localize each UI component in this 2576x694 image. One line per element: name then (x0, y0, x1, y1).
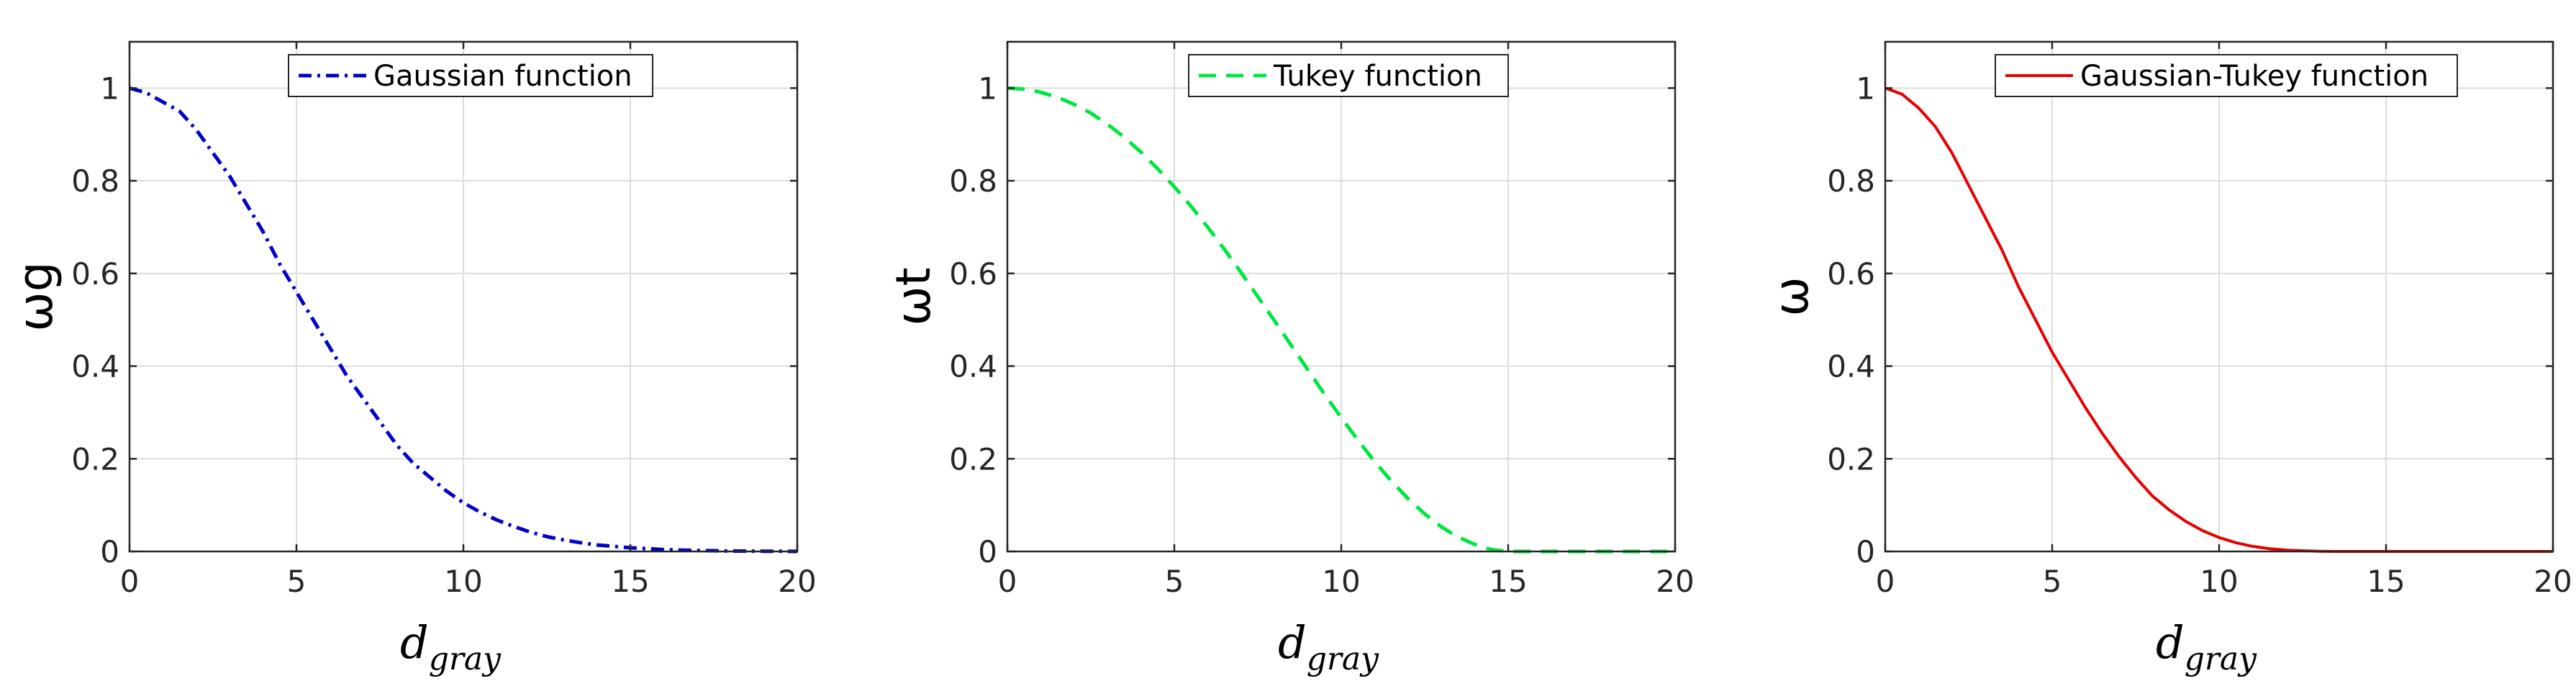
legend: Gaussian function (288, 54, 653, 97)
x-axis-label: dgray (1278, 616, 1379, 677)
y-tick-label: 0.6 (71, 256, 119, 292)
y-tick-label: 0.8 (949, 163, 997, 199)
x-tick-label: 15 (2367, 564, 2405, 599)
y-tick-label: 0.8 (1827, 163, 1875, 199)
y-tick-label: 0 (978, 534, 997, 569)
legend-label: Gaussian function (373, 60, 632, 93)
legend: Tukey function (1188, 54, 1509, 97)
y-tick-label: 0 (100, 534, 119, 569)
y-axis-label: ω (1764, 276, 1819, 316)
y-tick-label: 1 (1856, 71, 1875, 106)
y-tick-label: 0.2 (1827, 441, 1875, 477)
x-axis-label-base: d (400, 616, 429, 669)
x-tick-label: 10 (2200, 564, 2238, 599)
x-axis-label-base: d (2156, 616, 2185, 669)
x-tick-label: 0 (998, 564, 1017, 599)
y-tick-label: 0.4 (949, 349, 997, 384)
legend-label: Gaussian-Tukey function (2080, 60, 2428, 93)
y-axis-label: ωt (886, 267, 941, 325)
x-axis-label-base: d (1278, 616, 1307, 669)
y-tick-label: 1 (100, 71, 119, 106)
x-axis-label: dgray (2156, 616, 2257, 677)
y-tick-label: 0.8 (71, 163, 119, 199)
x-axis-label: dgray (400, 616, 502, 677)
y-tick-label: 0.2 (71, 441, 119, 477)
x-tick-label: 10 (444, 564, 482, 599)
x-tick-label: 15 (611, 564, 649, 599)
chart-panel-1: 0 5 10 15 20 0 0.2 0.4 0.6 0.8 1 ωg dgray Gaussian fu… (8, 40, 817, 677)
legend: Gaussian-Tukey function (1995, 54, 2458, 97)
y-tick-label: 1 (978, 71, 997, 106)
x-tick-label: 15 (1489, 564, 1527, 599)
series-line-1 (1007, 86, 1675, 554)
x-tick-label: 20 (2534, 564, 2572, 599)
x-tick-label: 20 (778, 564, 816, 599)
y-tick-label: 0.2 (949, 441, 997, 477)
x-axis-label-subscript: gray (429, 641, 502, 677)
x-tick-label: 10 (1322, 564, 1360, 599)
y-tick-label: 0.6 (949, 256, 997, 292)
legend-box (288, 54, 653, 97)
y-axis-label: ωg (8, 261, 63, 331)
x-tick-label: 5 (287, 564, 307, 599)
y-tick-label: 0.6 (1827, 256, 1875, 292)
x-tick-label: 0 (120, 564, 140, 599)
x-axis-label-subscript: gray (1307, 641, 1379, 677)
x-axis-label-subscript: gray (2185, 641, 2257, 677)
legend-label: Tukey function (1273, 60, 1482, 93)
x-tick-label: 5 (2043, 564, 2062, 599)
chart-panel-3: 0 5 10 15 20 0 0.2 0.4 0.6 0.8 1 ω dgray Gaussian-Tuk… (1764, 40, 2572, 677)
y-tick-label: 0.4 (71, 349, 119, 384)
x-tick-label: 5 (1165, 564, 1184, 599)
x-tick-label: 0 (1876, 564, 1895, 599)
series-line-1 (129, 86, 798, 554)
y-tick-label: 0.4 (1827, 349, 1875, 384)
x-tick-label: 20 (1656, 564, 1694, 599)
chart-panel-2: 0 5 10 15 20 0 0.2 0.4 0.6 0.8 1 ωt dgray Tukey funct… (886, 40, 1695, 677)
y-tick-label: 0 (1856, 534, 1875, 569)
